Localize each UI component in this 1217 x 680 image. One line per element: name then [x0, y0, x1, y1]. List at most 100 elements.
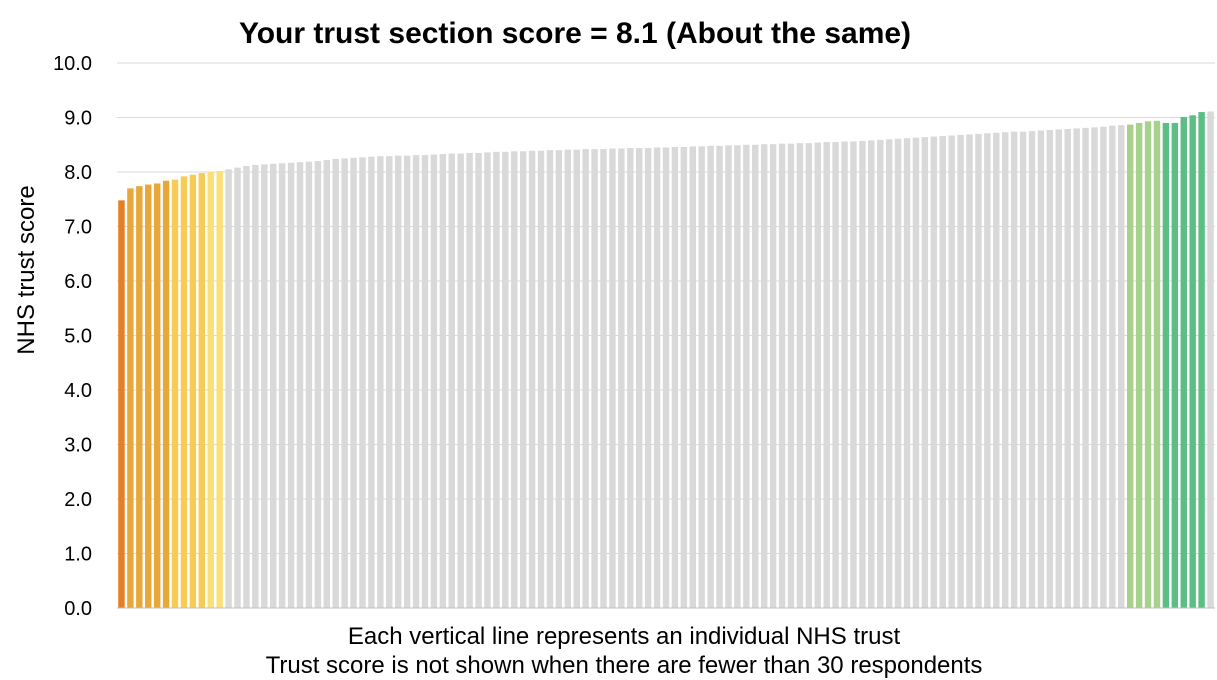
trust-bar [903, 138, 911, 608]
trust-bar [1153, 120, 1161, 609]
y-tick-label: 8.0 [64, 162, 92, 184]
trust-bar [1046, 130, 1054, 609]
trust-bar [832, 142, 839, 608]
trust-bar [493, 151, 500, 608]
trust-bar [1010, 131, 1018, 609]
trust-bar [171, 179, 179, 608]
trust-bar [332, 158, 339, 609]
trust-bar [823, 142, 830, 608]
trust-bar [207, 172, 214, 608]
trust-bar [618, 148, 625, 608]
trust-bar [957, 134, 964, 608]
trust-bar [885, 139, 893, 609]
trust-bar [993, 132, 1000, 608]
trust-bar [1109, 125, 1116, 609]
trust-bar [805, 143, 813, 608]
trust-bar [752, 144, 759, 608]
trust-bar [225, 169, 232, 608]
trust-bar [609, 148, 616, 608]
trust-bar [966, 134, 973, 608]
trust-bar [528, 150, 536, 609]
trust-bar [1126, 124, 1134, 608]
y-tick-label: 10.0 [53, 53, 92, 75]
trust-bar [859, 140, 866, 608]
trust-bar [939, 136, 946, 608]
trust-bar [377, 156, 384, 608]
trust-bar [975, 133, 982, 608]
y-tick-label: 5.0 [64, 326, 92, 348]
trust-bar [984, 133, 991, 609]
y-tick-label: 4.0 [64, 380, 92, 402]
trust-bar [662, 147, 670, 609]
trust-bar [305, 161, 313, 608]
trust-bar [466, 152, 473, 608]
trust-bar [716, 145, 723, 608]
y-tick-label: 9.0 [64, 108, 92, 130]
y-tick-label: 3.0 [64, 435, 92, 457]
trust-bar [671, 146, 679, 608]
trust-bar [341, 158, 348, 609]
trust-bar [877, 139, 884, 608]
trust-bar [894, 138, 902, 608]
trust-bar [680, 146, 688, 608]
y-axis-label: NHS trust score [13, 185, 40, 354]
trust-bar [153, 183, 161, 608]
trust-bar [136, 186, 143, 609]
y-tick-label: 7.0 [64, 217, 92, 239]
trust-bar [582, 149, 589, 609]
trust-bar [118, 200, 125, 608]
trust-bar [394, 155, 402, 608]
trust-bar [323, 160, 330, 608]
y-tick-label: 1.0 [64, 544, 92, 566]
trust-bar [1207, 111, 1214, 608]
y-tick-label: 0.0 [64, 598, 92, 620]
trust-bar [769, 144, 777, 608]
trust-bar [841, 141, 848, 609]
trust-bar [1055, 129, 1062, 609]
trust-bar [1100, 126, 1107, 608]
trust-bar [796, 143, 804, 608]
trust-bar [145, 184, 152, 609]
trust-bar [787, 143, 795, 608]
y-tick-labels: 0.0 1.0 2.0 3.0 4.0 5.0 6.0 7.0 8.0 9.0 10.0 [53, 53, 92, 620]
x-axis-caption: Each vertical line represents an individ… [348, 623, 901, 650]
trust-bar [698, 146, 705, 608]
trust-bar [760, 144, 768, 608]
trust-bar [1064, 128, 1071, 608]
trust-bar [278, 163, 286, 608]
trust-bar [439, 154, 447, 608]
trust-bar [189, 174, 197, 608]
trust-bar [519, 151, 527, 609]
trust-bar [368, 156, 375, 609]
trust-bar [930, 136, 938, 608]
chart-title: Your trust section score = 8.1 (About th… [239, 17, 911, 50]
trust-bar [653, 147, 661, 609]
trust-bar [627, 148, 634, 608]
trust-bar [1037, 130, 1045, 608]
trust-bar [689, 146, 696, 608]
trust-bar [600, 149, 607, 609]
trust-bar [707, 145, 714, 608]
trust-bar [725, 145, 732, 609]
trust-bar [1028, 131, 1036, 609]
trust-bar [252, 164, 259, 608]
trust-bar [912, 137, 920, 608]
trust-bar [1144, 121, 1152, 608]
trust-bar [162, 180, 170, 608]
trust-bar [1019, 131, 1027, 609]
trust-bar [734, 145, 741, 609]
trust-bar [412, 155, 420, 608]
trust-bar [546, 150, 554, 608]
trust-bar [921, 137, 929, 608]
trust-bar [359, 157, 366, 609]
trust-bar [511, 151, 518, 609]
trust-bar [180, 176, 188, 609]
trust-bar [636, 148, 643, 608]
y-tick-label: 2.0 [64, 489, 92, 511]
trust-bar [386, 156, 393, 608]
trust-bar [1171, 122, 1179, 608]
trust-bar [127, 188, 134, 608]
trust-bar [421, 155, 429, 608]
trust-bar [198, 173, 206, 608]
